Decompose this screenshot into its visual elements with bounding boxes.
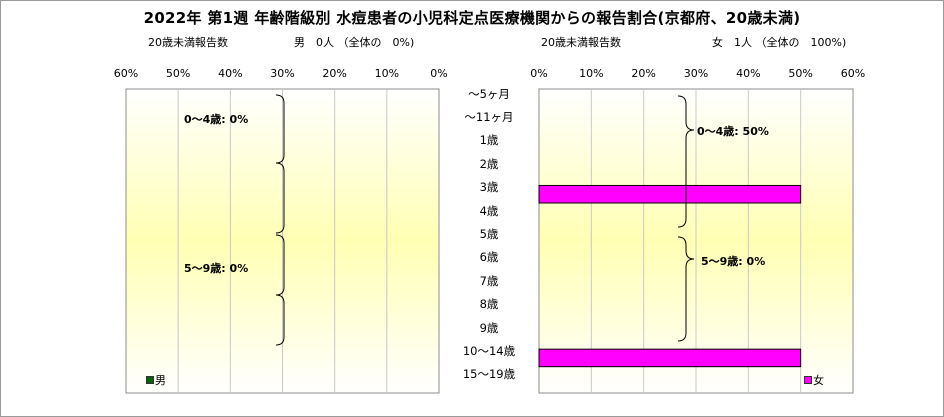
female-x-tick-label: 20%: [631, 67, 656, 80]
age-category-label: 4歳: [479, 203, 499, 218]
female-brace-0-4: [677, 95, 695, 228]
male-x-tick-label: 20%: [322, 67, 347, 80]
age-category-label: 9歳: [479, 320, 499, 335]
age-category-label: 1歳: [479, 133, 499, 148]
male-group-label-5-9: 5～9歳: 0%: [184, 262, 249, 275]
age-category-label: ～11ヶ月: [464, 110, 514, 125]
female-summary: 女 1人 （全体の 100%): [712, 36, 847, 49]
age-category-label: 5歳: [479, 227, 499, 241]
age-category-label: 7歳: [479, 273, 499, 288]
male-x-tick-label: 10%: [374, 67, 400, 80]
age-category-label: 3歳: [479, 180, 499, 195]
male-count-label: 20歳未満報告数: [148, 36, 228, 49]
male-group-label-0-4: 0～4歳: 0%: [184, 113, 249, 126]
female-bar: [538, 184, 802, 204]
chart-title: 2022年 第1週 年齢階級別 水痘患者の小児科定点医療機関からの報告割合(京都…: [143, 9, 801, 27]
male-x-tick-label: 30%: [270, 67, 295, 80]
female-count-label: 20歳未満報告数: [541, 36, 621, 49]
female-x-tick-label: 30%: [683, 67, 709, 80]
female-x-tick-label: 60%: [840, 67, 866, 80]
female-x-tick-label: 10%: [579, 67, 604, 80]
female-group-label-0-4: 0～4歳: 50%: [697, 125, 769, 138]
female-gridlines: [590, 89, 802, 393]
male-brace-5-9: [275, 234, 285, 346]
female-group-label-5-9: 5～9歳: 0%: [701, 255, 766, 268]
female-x-tick-label: 40%: [736, 67, 761, 80]
age-category-label: 2歳: [479, 156, 499, 171]
male-legend-label: 男: [155, 374, 166, 387]
male-x-tick-label: 0%: [430, 67, 448, 80]
male-x-tick-label: 60%: [113, 67, 139, 80]
age-category-label: 10～14歳: [462, 343, 516, 358]
age-category-label: 6歳: [479, 250, 499, 265]
male-summary: 男 0人 （全体の 0%): [294, 36, 415, 49]
female-bars: [538, 184, 802, 368]
female-legend-swatch: [804, 376, 812, 384]
age-category-label: 15～19歳: [462, 367, 516, 382]
female-x-tick-label: 0%: [530, 67, 548, 80]
female-brace-5-9: [677, 236, 695, 342]
male-brace-0-4: [275, 94, 285, 234]
male-legend-swatch: [146, 376, 154, 384]
age-category-label: 8歳: [479, 297, 499, 312]
female-legend-label: 女: [813, 374, 824, 387]
female-x-tick-label: 50%: [788, 67, 813, 80]
male-x-tick-label: 50%: [165, 67, 191, 80]
male-x-tick-label: 40%: [218, 67, 243, 80]
age-category-label: ～5ヶ月: [468, 86, 510, 101]
female-bar: [538, 348, 802, 368]
